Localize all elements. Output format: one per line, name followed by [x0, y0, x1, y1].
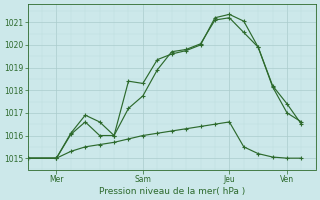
X-axis label: Pression niveau de la mer( hPa ): Pression niveau de la mer( hPa ) — [99, 187, 245, 196]
